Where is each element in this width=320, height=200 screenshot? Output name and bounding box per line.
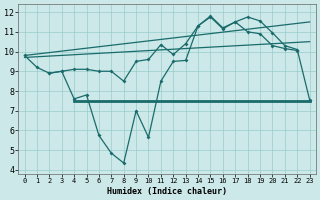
X-axis label: Humidex (Indice chaleur): Humidex (Indice chaleur): [107, 187, 227, 196]
